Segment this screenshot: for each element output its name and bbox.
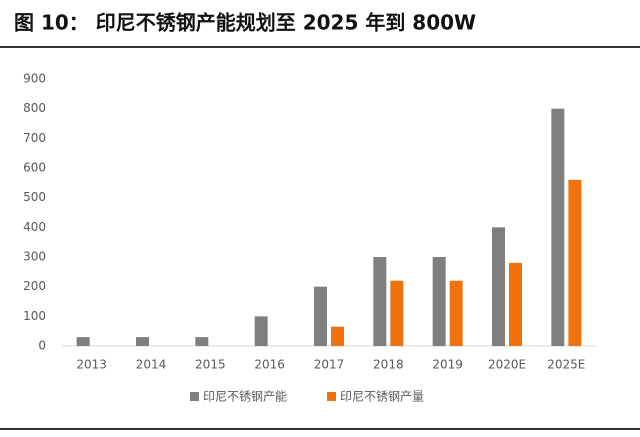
- bar: [509, 262, 522, 346]
- y-tick-label: 0: [38, 339, 46, 353]
- y-tick-label: 300: [23, 250, 46, 264]
- bar: [136, 337, 149, 346]
- x-tick-label: 2015: [195, 358, 226, 372]
- y-tick-label: 900: [23, 72, 46, 86]
- x-tick-label: 2017: [314, 358, 345, 372]
- y-tick-label: 400: [23, 220, 46, 234]
- bar: [373, 257, 387, 346]
- legend-swatch: [327, 392, 336, 401]
- chart-title: 图 10： 印尼不锈钢产能规划至 2025 年到 800W: [14, 11, 476, 35]
- x-tick-label: 2019: [432, 358, 463, 372]
- bar: [331, 326, 344, 346]
- x-tick-label: 2018: [373, 358, 404, 372]
- x-tick-label: 2013: [76, 358, 107, 372]
- x-tick-label: 2016: [254, 358, 285, 372]
- y-tick-label: 700: [23, 131, 46, 145]
- bar: [432, 257, 446, 346]
- bar: [551, 108, 565, 347]
- bar: [76, 337, 90, 346]
- y-tick-label: 600: [23, 161, 46, 175]
- y-tick-label: 500: [23, 190, 46, 204]
- legend-swatch: [190, 392, 199, 401]
- bar: [254, 316, 268, 346]
- x-tick-label: 2020E: [488, 358, 526, 372]
- y-tick-label: 100: [23, 309, 46, 323]
- y-tick-label: 200: [23, 279, 46, 293]
- legend-label: 印尼不锈钢产能: [203, 390, 287, 404]
- legend-label: 印尼不锈钢产量: [340, 390, 424, 404]
- x-tick-label: 2025E: [547, 358, 585, 372]
- bar: [449, 280, 463, 346]
- bar: [390, 280, 404, 346]
- bar: [195, 337, 209, 346]
- y-tick-label: 800: [23, 101, 46, 115]
- bar: [314, 286, 327, 346]
- x-tick-label: 2014: [136, 358, 167, 372]
- bar: [492, 227, 505, 346]
- bar: [568, 179, 582, 346]
